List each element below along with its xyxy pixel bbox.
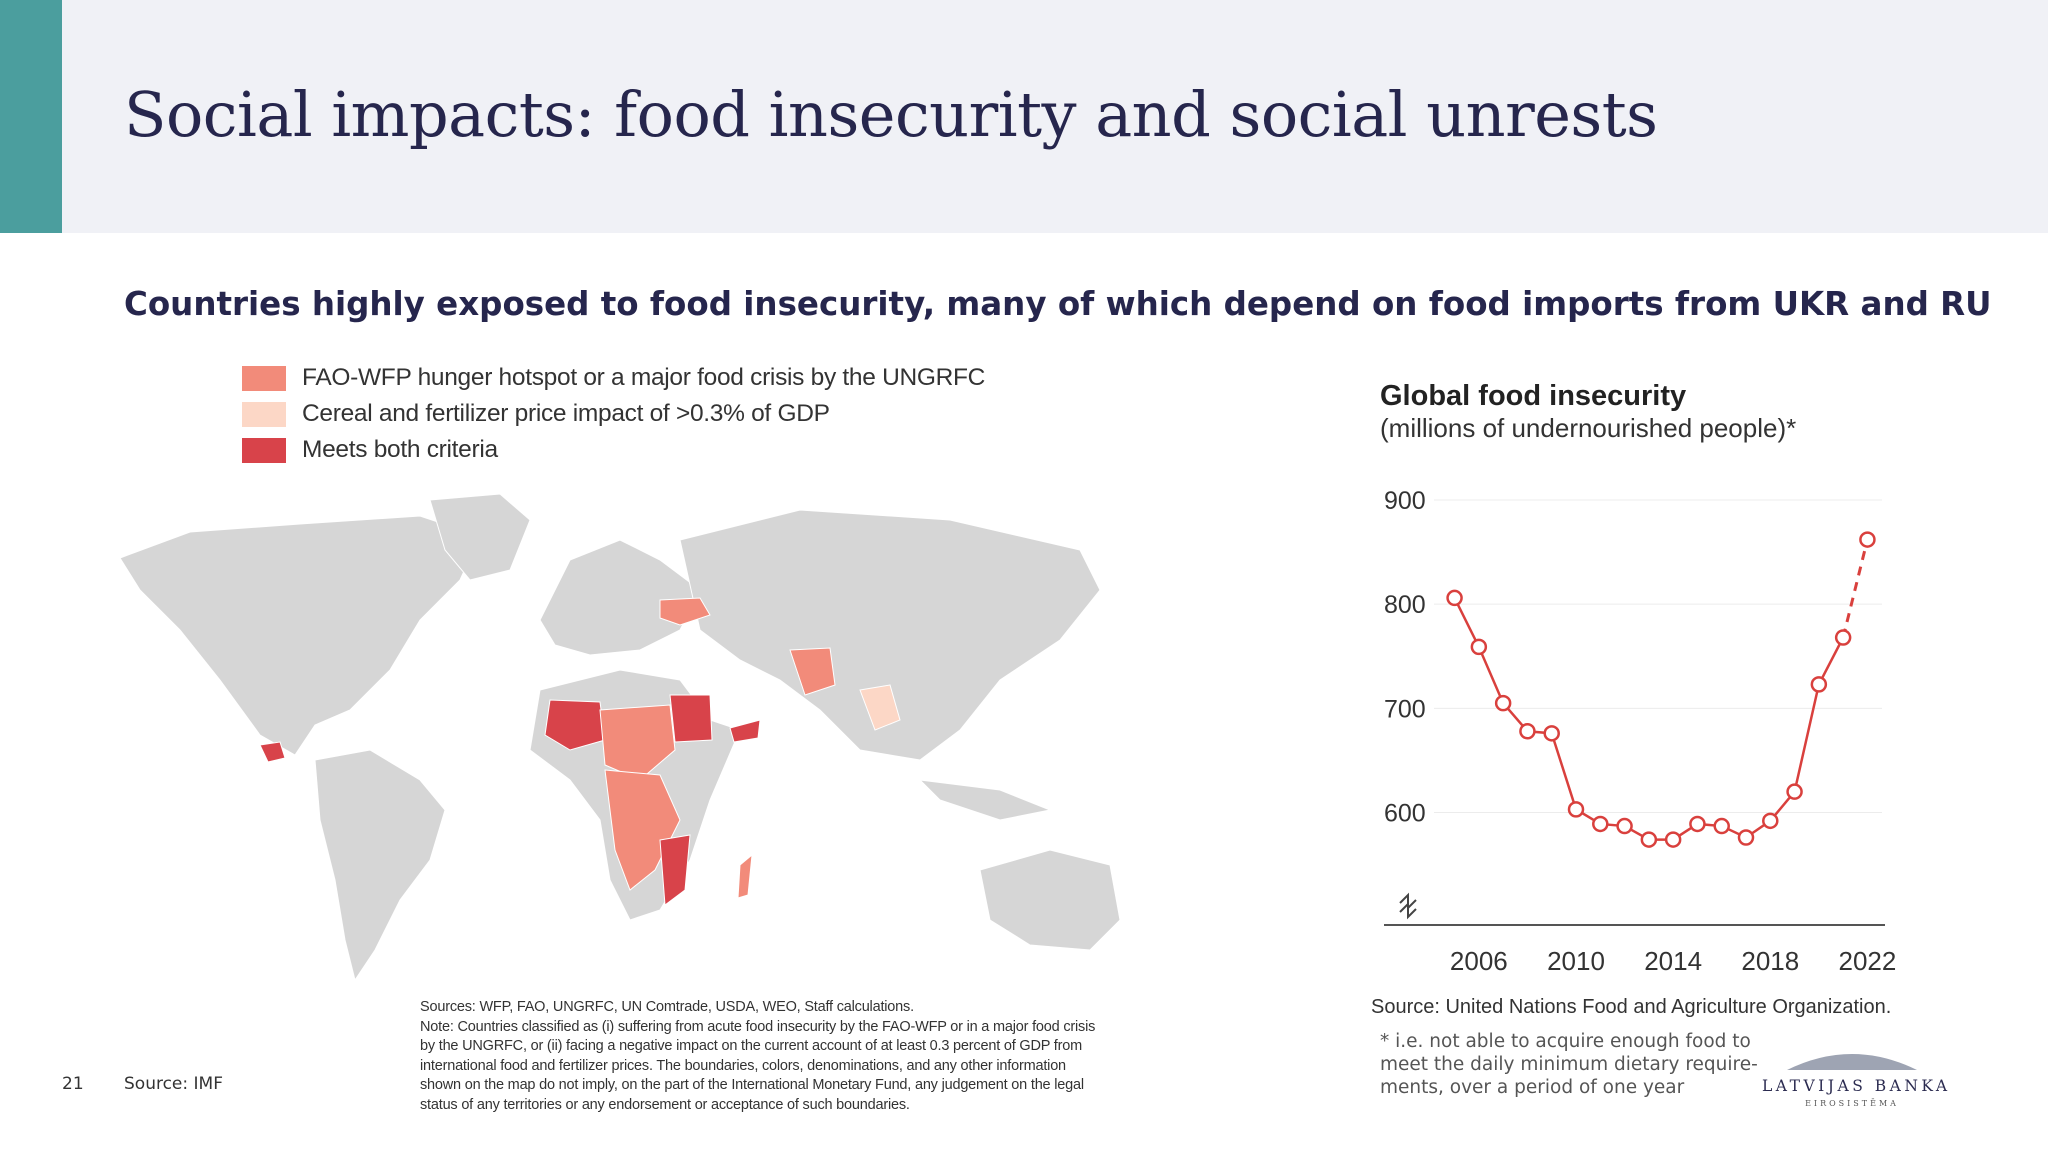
y-tick-label: 900 (1384, 487, 1426, 515)
slide-source: Source: IMF (124, 1074, 223, 1094)
x-tick-label: 2010 (1547, 946, 1605, 976)
legend-label-hunger-hotspot: FAO-WFP hunger hotspot or a major food c… (302, 364, 986, 391)
axis-break-icon (1399, 892, 1417, 920)
map-europe (539, 539, 701, 656)
legend-swatch-hunger-hotspot (242, 365, 286, 391)
data-point (1470, 638, 1488, 656)
chart-series (1446, 531, 1876, 848)
map-madagascar (737, 853, 753, 899)
chart-x-axis: 2006 2010 2014 2018 2022 (1450, 946, 1896, 976)
chart-grid (1434, 499, 1882, 813)
series-line-actual (1453, 597, 1845, 841)
data-point (1494, 694, 1512, 712)
map-note-text: Note: Countries classified as (i) suffer… (420, 1018, 1096, 1113)
data-point (1810, 676, 1828, 693)
food-insecurity-chart: 900 800 700 600 2006 2010 2014 2018 2022 (1384, 487, 1896, 976)
chart-source: Source: United Nations Food and Agricult… (1371, 996, 1892, 1018)
y-tick-label: 600 (1384, 800, 1426, 828)
legend-label-both-criteria: Meets both criteria (302, 436, 498, 463)
y-tick-label: 700 (1384, 695, 1426, 723)
slide-subtitle: Countries highly exposed to food insecur… (124, 285, 1992, 323)
map-sources-text: Sources: WFP, FAO, UNGRFC, UN Comtrade, … (420, 999, 914, 1015)
legend-item-both-criteria: Meets both criteria (242, 432, 985, 468)
x-tick-label: 2014 (1644, 946, 1702, 976)
data-point (1664, 831, 1682, 848)
data-point (1543, 725, 1560, 742)
x-tick-label: 2022 (1839, 946, 1897, 976)
latvijas-banka-logo: LATVIJAS BANKA EIROSISTĒMA (1762, 1044, 1951, 1110)
map-afghanistan-pakistan (789, 647, 836, 696)
map-south-asia-price-impact (859, 684, 901, 731)
map-greenland (429, 493, 531, 581)
map-notes: Sources: WFP, FAO, UNGRFC, UN Comtrade, … (420, 998, 1100, 1115)
accent-bar (0, 0, 62, 233)
data-point (1616, 817, 1633, 835)
map-central-africa (604, 769, 681, 891)
chart-subtitle: (millions of undernourished people)* (1380, 413, 1797, 443)
legend-swatch-price-impact (242, 401, 286, 427)
legend-item-price-impact: Cereal and fertilizer price impact of >0… (242, 396, 985, 432)
data-point (1446, 589, 1463, 607)
legend-swatch-both-criteria (242, 437, 286, 463)
logo-subtitle: EIROSISTĒMA (1805, 1099, 1899, 1108)
series-line-projected (1841, 539, 1869, 638)
data-point (1567, 801, 1585, 818)
data-point (1859, 531, 1876, 548)
map-legend: FAO-WFP hunger hotspot or a major food c… (242, 360, 985, 468)
map-north-america (119, 515, 481, 756)
map-yemen (729, 719, 761, 743)
map-ukraine (659, 597, 711, 626)
map-mozambique (659, 834, 691, 906)
data-point (1640, 831, 1658, 848)
x-tick-label: 2006 (1450, 946, 1508, 976)
world-map (119, 493, 1121, 982)
data-point (1689, 815, 1706, 833)
map-west-africa (544, 699, 606, 751)
chart-y-axis: 900 800 700 600 (1384, 487, 1426, 828)
data-point (1519, 723, 1536, 740)
x-tick-label: 2018 (1741, 946, 1799, 976)
map-indonesia (918, 779, 1052, 821)
legend-item-hunger-hotspot: FAO-WFP hunger hotspot or a major food c… (242, 360, 985, 396)
map-sudan (669, 694, 713, 743)
data-point (1713, 817, 1730, 835)
logo-name: LATVIJAS BANKA (1762, 1077, 1951, 1095)
chart-title: Global food insecurity (1380, 380, 1687, 412)
map-australia (979, 849, 1121, 951)
data-point (1762, 812, 1779, 830)
page-number: 21 (62, 1074, 84, 1094)
map-asia (679, 509, 1101, 761)
slide-title: Social impacts: food insecurity and soci… (124, 78, 1658, 151)
map-central-america (259, 741, 286, 763)
y-tick-label: 800 (1384, 591, 1426, 619)
map-south-america (314, 749, 446, 982)
map-sahel (599, 704, 676, 781)
data-point (1592, 815, 1609, 833)
data-point (1786, 783, 1803, 800)
data-point (1737, 829, 1755, 846)
logo-arc-icon (1787, 1054, 1917, 1070)
header-band (0, 0, 2048, 233)
legend-label-price-impact: Cereal and fertilizer price impact of >0… (302, 400, 830, 427)
data-point (1834, 629, 1852, 646)
chart-footnote: * i.e. not able to acquire enough food t… (1380, 1031, 1758, 1098)
